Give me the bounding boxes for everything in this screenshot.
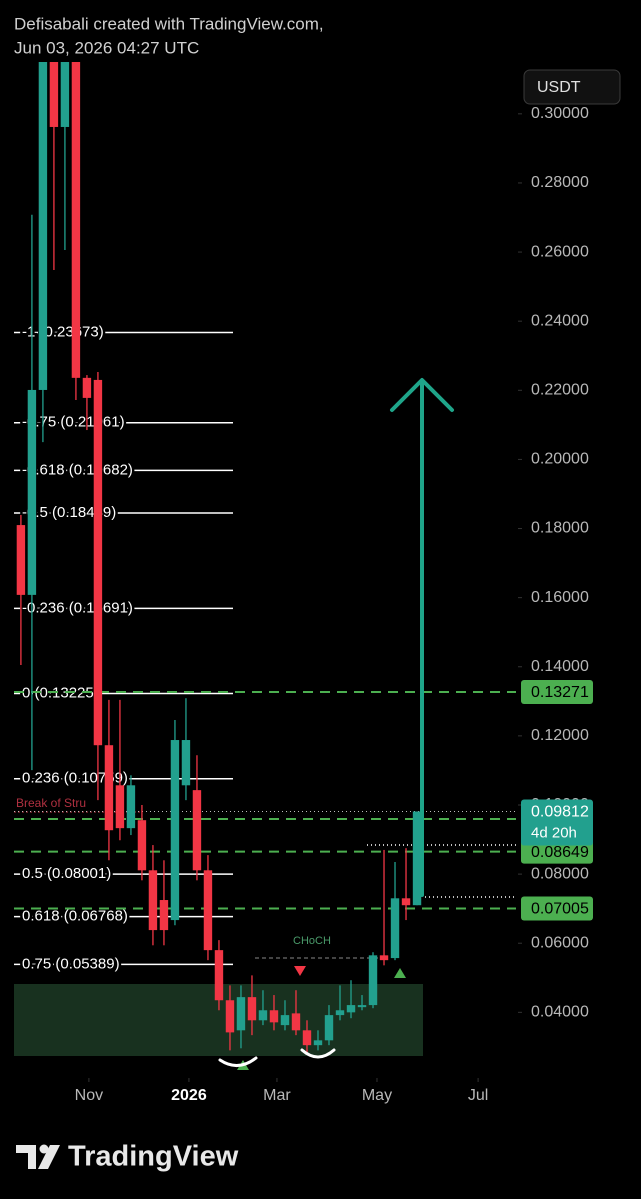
candle-body	[49, 62, 59, 127]
timestamp: Jun 03, 2026 04:27 UTC	[14, 38, 199, 57]
y-tick-label: 0.14000	[531, 658, 589, 675]
y-tick-label: 0.24000	[531, 312, 589, 329]
candle-body	[357, 1005, 367, 1008]
level-box	[521, 839, 593, 864]
fib-label: 0.5 (0.08001)	[22, 865, 111, 882]
candle-body	[16, 525, 26, 595]
candle-body	[104, 745, 114, 831]
bottom-arc	[300, 1048, 336, 1059]
candle-body	[291, 1013, 301, 1031]
y-tick-label: 0.22000	[531, 382, 589, 399]
candle-body	[148, 870, 158, 931]
brand: TradingView	[68, 1141, 239, 1173]
level-label: 0.07005	[531, 901, 589, 918]
candle-body	[38, 62, 48, 390]
fib-label: 0 (0.13225)	[22, 685, 99, 702]
candle-body	[302, 1030, 312, 1046]
buy-marker	[394, 968, 406, 978]
last-price-label: 0.09812	[531, 804, 589, 821]
candle-body	[401, 898, 411, 906]
x-tick-label: Mar	[263, 1087, 291, 1104]
candle-body	[335, 1010, 345, 1016]
candle-body	[247, 997, 257, 1021]
candle-body	[115, 785, 125, 829]
y-tick-label: 0.20000	[531, 451, 589, 468]
level-label: 0.13271	[531, 684, 589, 701]
y-tick-label: 0.26000	[531, 243, 589, 260]
candle-body	[280, 1015, 290, 1026]
candle-body	[71, 62, 81, 378]
y-tick-label: 0.30000	[531, 105, 589, 122]
target-arrow	[390, 378, 454, 897]
candle-body	[159, 900, 169, 931]
plot-area: -1 (0.23673) -0.75 (0.21061) -0.618 (0.196…	[14, 62, 516, 1070]
level-label: 0.08649	[531, 844, 589, 861]
last-price-box	[521, 799, 593, 846]
fib-label: 0.618 (0.06768)	[22, 908, 128, 925]
bottom-arc	[218, 1056, 258, 1067]
brand-logo	[16, 1144, 60, 1169]
candle-body	[137, 820, 147, 871]
candle-body	[258, 1010, 268, 1021]
currency-button[interactable]	[523, 69, 621, 105]
level-box	[521, 679, 593, 704]
y-tick-label: 0.28000	[531, 174, 589, 191]
candle-body	[379, 955, 389, 961]
candle-body	[368, 955, 378, 1006]
y-tick-label: 0.12000	[531, 727, 589, 744]
x-tick-label: Nov	[75, 1087, 103, 1104]
choch-label: CHoCH	[293, 935, 331, 947]
candle-body	[60, 62, 70, 127]
candle-body	[269, 1010, 279, 1023]
countdown: 4d 20h	[531, 824, 577, 841]
candle-body	[181, 740, 191, 786]
x-tick-label: 2026	[171, 1087, 207, 1104]
candle-body	[390, 898, 400, 959]
candle-body	[170, 740, 180, 921]
candle-body	[412, 811, 422, 906]
candle-body	[225, 1000, 235, 1033]
x-tick-label: May	[362, 1087, 392, 1104]
candle-body	[203, 870, 213, 951]
fib-label: -0.75 (0.21061)	[22, 414, 125, 431]
y-tick-label: 0.16000	[531, 589, 589, 606]
fib-label: -0.618 (0.19682)	[22, 461, 133, 478]
candle-body	[82, 377, 92, 398]
candle-body	[126, 785, 136, 829]
candle-body	[236, 997, 246, 1031]
attribution: Defisabali created with TradingView.com,	[14, 14, 324, 33]
fib-label: -0.236 (0.15691)	[22, 599, 133, 616]
candle-body	[93, 379, 103, 746]
fib-label: 0.236 (0.10759)	[22, 770, 128, 787]
y-tick-label: 0.06000	[531, 934, 589, 951]
level-box	[521, 896, 593, 921]
candle-body	[27, 389, 37, 595]
fib-label: 0.75 (0.05389)	[22, 955, 120, 972]
y-tick-label: 0.18000	[531, 520, 589, 537]
bos-label: Break of Stru	[16, 796, 86, 810]
y-tick-label: 0.04000	[531, 1004, 589, 1021]
candle-body	[192, 790, 202, 871]
candle-body	[214, 950, 224, 1001]
x-tick-label: Jul	[468, 1087, 488, 1104]
y-tick-label: 0.08000	[531, 865, 589, 882]
candle-body	[346, 1005, 356, 1013]
candle-body	[313, 1040, 323, 1046]
fib-label: -1 (0.23673)	[22, 323, 104, 340]
sell-marker	[294, 966, 306, 976]
candle-body	[324, 1015, 334, 1041]
currency: USDT	[537, 79, 581, 96]
